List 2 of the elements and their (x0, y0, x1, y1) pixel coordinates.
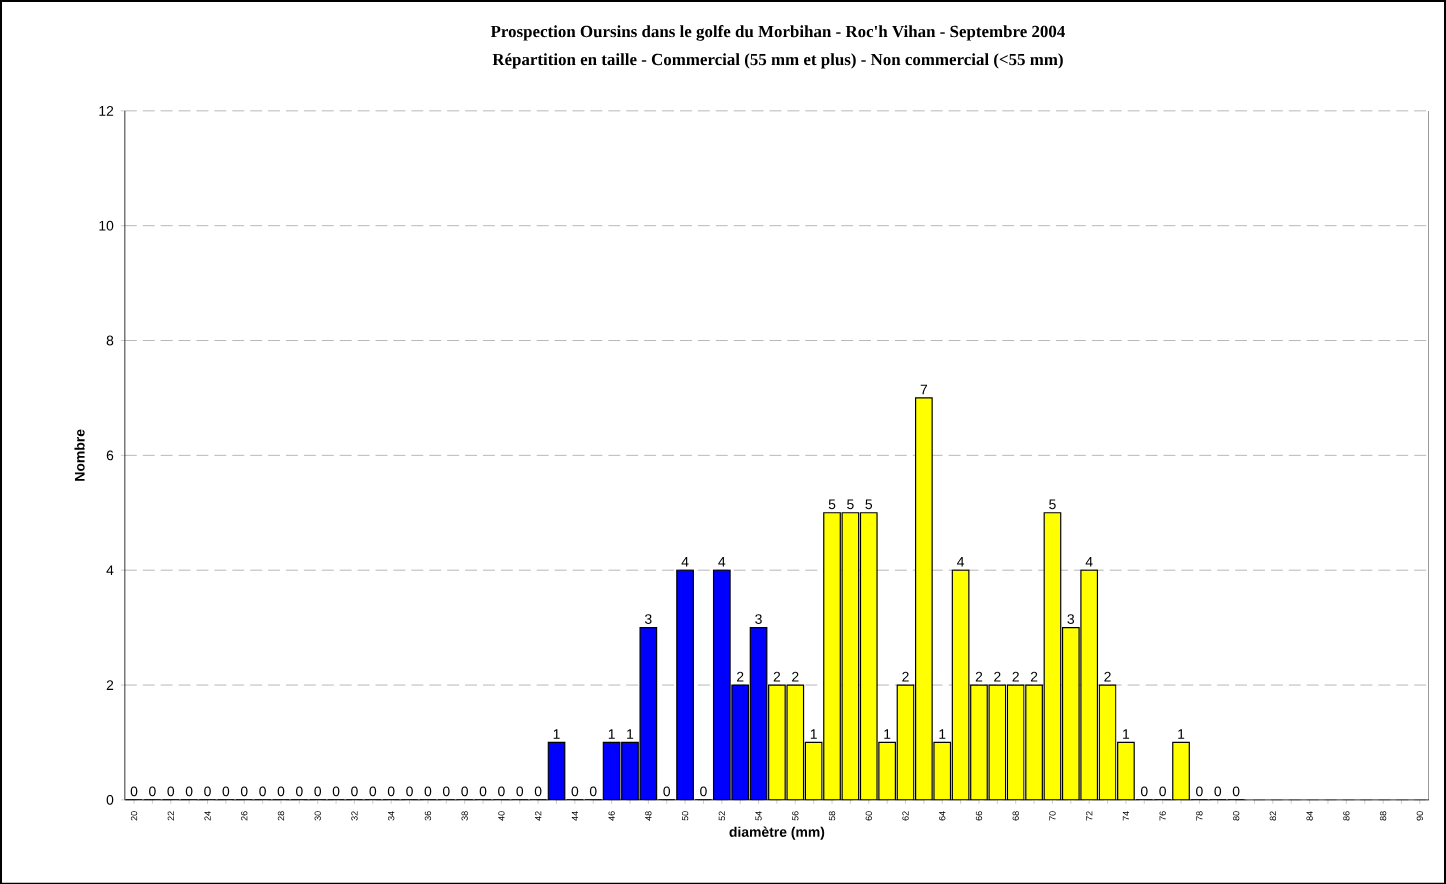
chart-title: Prospection Oursins dans le golfe du Morbihan - Roc'h Vihan - Septembre 2004 (490, 24, 1065, 41)
chart-subtitle: Répartition en taille - Commercial (55 mm et plus) - Non commercial (<55 mm) (492, 52, 1063, 69)
